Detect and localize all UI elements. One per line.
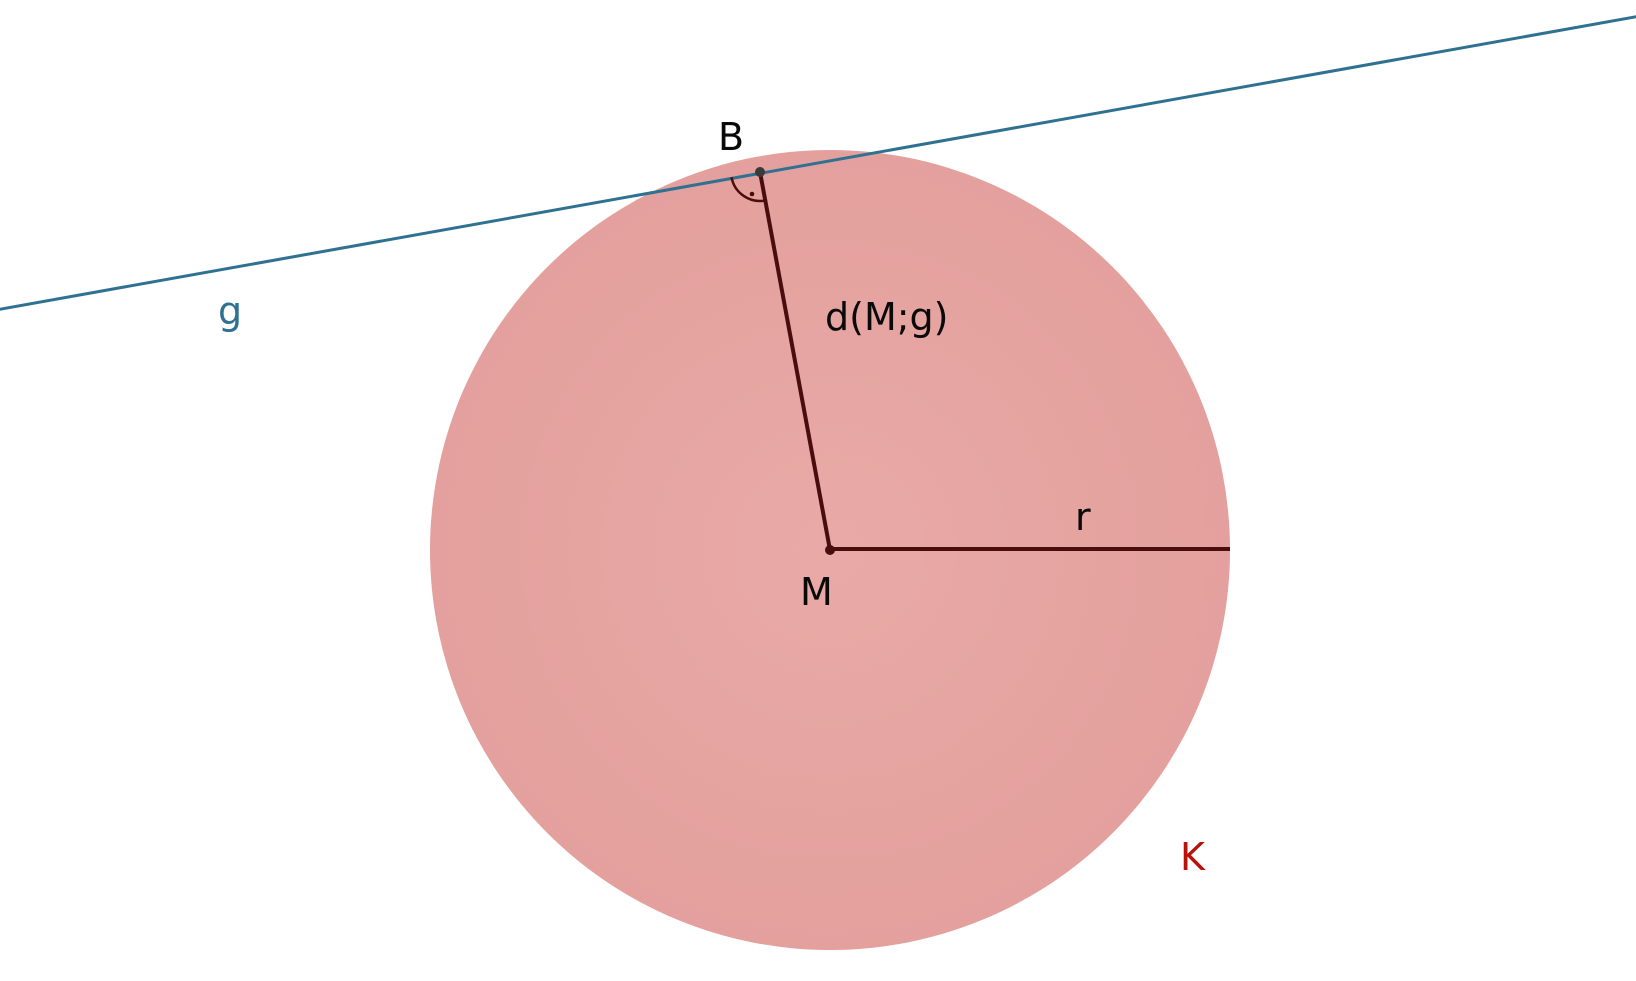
point-m [825,545,835,555]
point-b [755,167,765,177]
label-r: r [1075,495,1091,539]
label-k: K [1180,835,1206,879]
label-dmg: d(M;g) [825,295,948,339]
right-angle-dot [750,192,755,197]
label-b: B [718,115,744,159]
label-m: M [800,570,833,614]
label-g: g [218,289,242,333]
